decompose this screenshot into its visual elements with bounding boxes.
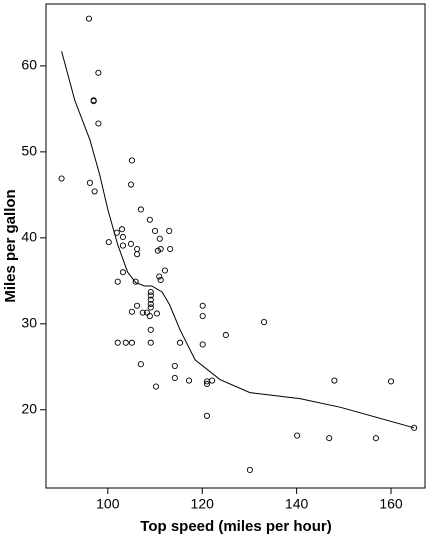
point xyxy=(90,97,97,104)
point xyxy=(147,292,154,299)
point xyxy=(171,362,178,369)
point xyxy=(157,276,164,284)
point xyxy=(167,245,174,253)
point xyxy=(118,226,126,233)
point xyxy=(387,378,395,385)
point xyxy=(157,245,164,253)
point xyxy=(95,120,102,127)
point xyxy=(95,69,102,76)
point xyxy=(147,304,154,311)
point xyxy=(85,15,93,22)
point xyxy=(153,310,160,317)
point xyxy=(222,331,229,339)
point xyxy=(139,309,146,316)
point xyxy=(147,339,154,346)
y-tick-label: 40 xyxy=(21,229,37,245)
x-tick-label: 120 xyxy=(191,496,215,512)
y-tick-label: 20 xyxy=(21,400,37,416)
point xyxy=(156,235,163,242)
point xyxy=(411,424,418,431)
y-axis-title: Miles per gallon xyxy=(2,189,19,302)
x-tick-label: 140 xyxy=(285,496,309,512)
point xyxy=(134,302,141,309)
point xyxy=(331,377,338,384)
y-tick-label: 30 xyxy=(21,315,37,331)
point xyxy=(151,227,159,235)
point xyxy=(134,251,141,258)
point xyxy=(199,302,206,309)
point xyxy=(122,339,129,346)
plot-frame xyxy=(45,3,426,489)
x-axis-title: Top speed (miles per hour) xyxy=(140,518,331,535)
point xyxy=(146,216,153,223)
point xyxy=(86,179,93,186)
x-tick-label: 100 xyxy=(96,496,120,512)
point xyxy=(147,288,154,296)
point xyxy=(128,339,135,346)
point xyxy=(105,239,112,246)
point xyxy=(171,374,178,382)
point xyxy=(203,380,210,388)
point xyxy=(294,432,301,439)
point xyxy=(176,339,184,346)
point xyxy=(146,313,153,320)
point xyxy=(114,278,121,285)
point xyxy=(152,383,160,390)
point xyxy=(137,361,144,368)
point xyxy=(114,339,121,346)
point xyxy=(58,175,65,182)
point xyxy=(161,267,168,274)
point xyxy=(326,435,333,442)
point xyxy=(137,206,144,213)
point xyxy=(199,313,206,320)
point xyxy=(119,242,126,249)
y-tick-label: 50 xyxy=(21,143,37,159)
y-tick-label: 60 xyxy=(21,57,37,73)
point xyxy=(147,296,154,303)
point xyxy=(134,245,141,253)
point xyxy=(147,326,154,333)
point xyxy=(147,300,154,308)
point xyxy=(199,341,206,348)
point xyxy=(91,188,98,195)
point xyxy=(203,412,210,419)
point xyxy=(209,377,216,384)
point xyxy=(119,233,126,241)
point xyxy=(127,240,135,247)
point xyxy=(132,278,139,285)
point xyxy=(119,269,126,276)
x-tick-label: 160 xyxy=(379,496,403,512)
point xyxy=(372,435,379,442)
point xyxy=(128,308,135,315)
point xyxy=(128,157,135,164)
smooth-line xyxy=(61,51,415,429)
point xyxy=(185,377,193,384)
point xyxy=(246,466,253,473)
point xyxy=(127,181,135,188)
point xyxy=(261,319,268,326)
point xyxy=(166,227,173,235)
point xyxy=(156,273,163,280)
